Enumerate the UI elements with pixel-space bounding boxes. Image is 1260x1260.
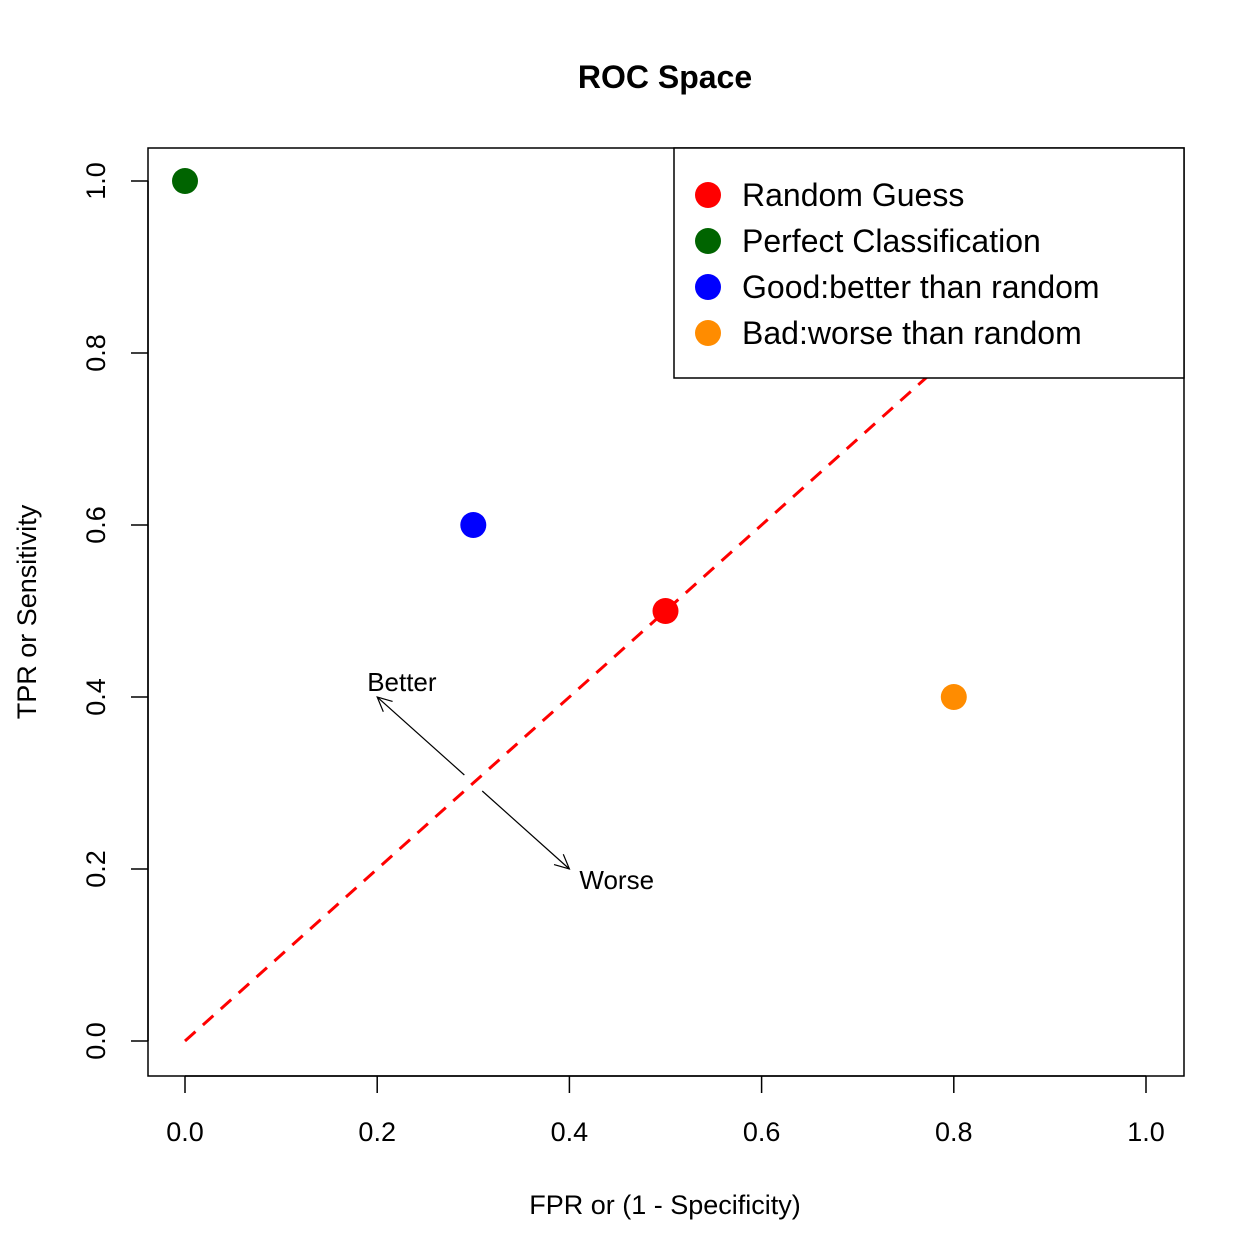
x-tick-label: 0.4 <box>551 1117 589 1147</box>
y-tick-label: 0.6 <box>81 506 111 544</box>
x-axis-label: FPR or (1 - Specificity) <box>529 1190 801 1220</box>
legend-box <box>673 147 1185 379</box>
x-axis: 0.0 0.2 0.4 0.6 0.8 1.0 <box>166 1075 1165 1147</box>
y-tick-label: 0.0 <box>81 1022 111 1060</box>
legend: Random Guess Perfect Classification Good:b… <box>673 147 1185 379</box>
y-tick-label: 0.8 <box>81 334 111 372</box>
point-random-guess <box>652 598 679 624</box>
point-perfect-classification <box>172 168 198 194</box>
legend-marker <box>695 228 721 254</box>
y-tick-label: 0.4 <box>81 678 111 716</box>
y-tick-label: 1.0 <box>81 162 111 200</box>
better-arrow <box>376 696 465 776</box>
legend-label: Bad:worse than random <box>742 315 1082 351</box>
annotations: Better Worse <box>367 667 654 895</box>
plot-area: Better Worse <box>172 168 1148 1043</box>
better-annotation-label: Better <box>367 667 437 697</box>
legend-label: Random Guess <box>742 177 964 213</box>
x-tick-label: 0.2 <box>358 1117 396 1147</box>
worse-arrow <box>481 790 570 870</box>
chart-title: ROC Space <box>578 59 752 95</box>
plot-frame <box>147 147 1185 1077</box>
data-points <box>172 168 967 710</box>
better-arrowhead <box>376 696 393 713</box>
legend-marker <box>695 182 721 208</box>
x-tick-label: 0.0 <box>166 1117 204 1147</box>
legend-marker <box>695 320 721 346</box>
y-axis-label: TPR or Sensitivity <box>12 504 42 719</box>
worse-arrowhead <box>553 853 571 870</box>
legend-label: Good:better than random <box>742 269 1100 305</box>
y-tick-label: 0.2 <box>81 850 111 888</box>
x-tick-label: 0.6 <box>743 1117 781 1147</box>
x-tick-label: 0.8 <box>935 1117 973 1147</box>
x-tick-label: 1.0 <box>1127 1117 1165 1147</box>
point-good-better-than-random <box>460 512 487 538</box>
point-bad-worse-than-random <box>940 684 967 710</box>
worse-annotation-label: Worse <box>579 865 654 895</box>
legend-label: Perfect Classification <box>742 223 1041 259</box>
legend-marker <box>695 274 721 300</box>
